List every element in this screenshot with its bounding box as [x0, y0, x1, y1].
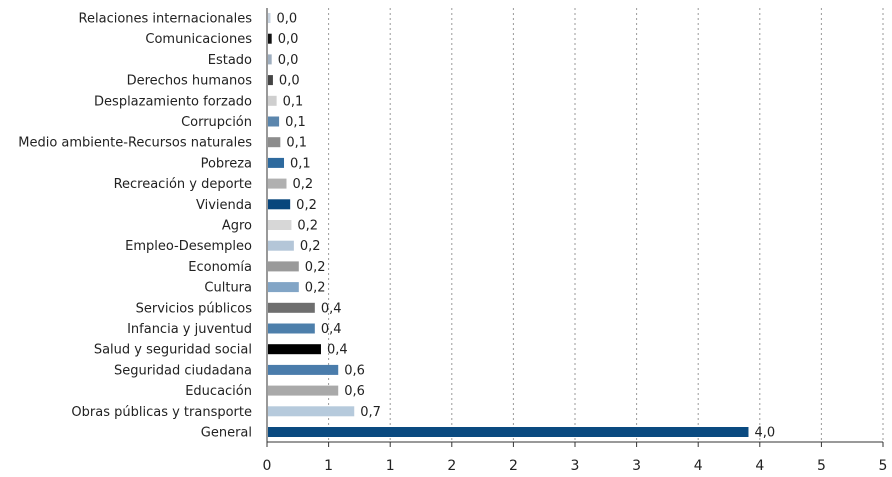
bar	[268, 178, 287, 189]
value-label: 4,0	[754, 426, 775, 441]
bar	[268, 261, 299, 272]
bar	[268, 75, 273, 86]
value-label: 0,1	[286, 136, 307, 151]
bar	[268, 364, 339, 375]
category-label: Cultura	[204, 281, 252, 296]
x-tick-label: 2	[447, 458, 456, 474]
bar	[268, 13, 271, 23]
value-label: 0,0	[279, 74, 300, 89]
x-tick-label: 4	[694, 458, 703, 474]
category-label: Obras públicas y transporte	[71, 405, 252, 420]
value-label: 0,1	[285, 115, 306, 130]
value-label: 0,2	[296, 198, 317, 213]
category-label: Seguridad ciudadana	[114, 363, 252, 378]
category-label: Estado	[208, 53, 252, 68]
bar	[268, 95, 277, 106]
bar	[268, 240, 294, 251]
bar	[268, 406, 355, 417]
category-label: Comunicaciones	[145, 32, 252, 47]
category-label: Relaciones internacionales	[79, 12, 253, 27]
bar	[268, 282, 299, 293]
category-label: Servicios públicos	[136, 301, 253, 316]
x-tick-label: 2	[509, 458, 518, 474]
bar	[268, 427, 749, 437]
x-tick-label: 3	[632, 458, 641, 474]
value-label: 0,0	[276, 12, 297, 27]
category-label: Agro	[222, 219, 252, 234]
value-label: 0,2	[305, 260, 326, 275]
x-tick-label: 5	[817, 458, 826, 474]
category-label: Empleo-Desempleo	[125, 239, 252, 254]
x-tick-label: 1	[386, 458, 395, 474]
gridlines	[328, 8, 884, 442]
value-label: 0,2	[300, 239, 321, 254]
value-label: 0,2	[292, 177, 313, 192]
value-label: 0,0	[278, 32, 299, 47]
bar	[268, 116, 280, 127]
value-label: 0,0	[278, 53, 299, 68]
value-label: 0,4	[327, 343, 348, 358]
labels: Relaciones internacionales 0,0 Comunicacio…	[18, 12, 887, 475]
bar	[268, 137, 281, 148]
bar	[268, 54, 272, 65]
bar	[268, 220, 292, 230]
category-label: Derechos humanos	[127, 74, 253, 89]
category-label: Economía	[188, 260, 252, 275]
bar	[268, 323, 315, 334]
category-label: Vivienda	[196, 198, 252, 213]
category-label: General	[201, 426, 252, 441]
bar	[268, 157, 285, 168]
bar	[268, 344, 321, 355]
bar	[268, 302, 315, 313]
value-label: 0,2	[297, 219, 318, 234]
value-label: 0,4	[321, 301, 342, 316]
value-label: 0,4	[321, 322, 342, 337]
bars	[268, 13, 749, 437]
category-label: Educación	[185, 384, 252, 399]
x-tick-label: 5	[879, 458, 888, 474]
x-tick-label: 1	[324, 458, 333, 474]
x-tick-label: 4	[755, 458, 764, 474]
value-label: 0,7	[360, 405, 381, 420]
x-tick-label: 3	[571, 458, 580, 474]
bar	[268, 33, 272, 44]
category-label: Medio ambiente-Recursos naturales	[18, 136, 252, 151]
x-tick-label: 0	[263, 458, 272, 474]
bar	[268, 199, 291, 210]
value-label: 0,2	[305, 281, 326, 296]
axes	[266, 8, 884, 447]
category-label: Infancia y juventud	[127, 322, 252, 337]
value-label: 0,6	[344, 384, 365, 399]
category-label: Recreación y deporte	[114, 177, 252, 192]
value-label: 0,1	[283, 94, 304, 109]
category-label: Salud y seguridad social	[94, 343, 252, 358]
bar	[268, 385, 339, 396]
value-label: 0,1	[290, 156, 311, 171]
category-label: Pobreza	[201, 156, 252, 171]
category-label: Corrupción	[181, 115, 252, 130]
value-label: 0,6	[344, 363, 365, 378]
category-label: Desplazamiento forzado	[94, 94, 252, 109]
